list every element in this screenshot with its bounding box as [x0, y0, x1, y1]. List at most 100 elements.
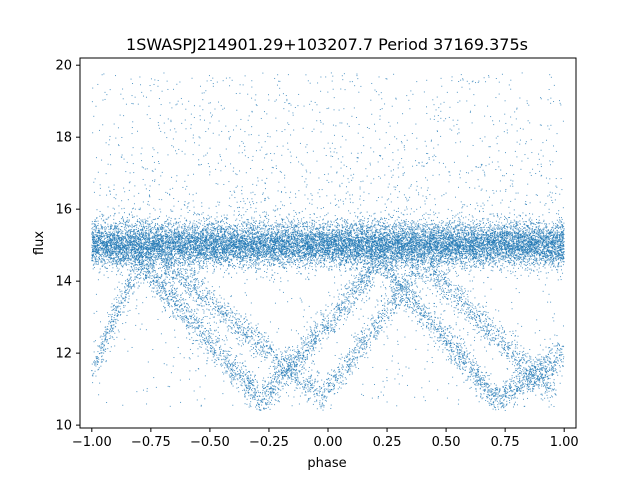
band-point: [546, 254, 548, 256]
band-point: [267, 237, 269, 239]
band-point: [454, 249, 456, 251]
band-point: [495, 243, 497, 245]
band-point: [401, 261, 403, 263]
band-point: [268, 246, 270, 248]
band-point: [288, 221, 290, 223]
band-point: [113, 258, 115, 260]
band-point: [468, 250, 470, 252]
band-point: [279, 266, 281, 268]
band-point: [169, 249, 171, 251]
band-point: [218, 242, 220, 244]
band-point: [251, 242, 253, 244]
band-point: [554, 257, 556, 259]
band-point: [144, 236, 146, 238]
band-point: [281, 236, 283, 238]
band-point: [361, 238, 363, 240]
band-point: [320, 266, 322, 268]
band-point: [318, 255, 320, 257]
band-point: [271, 255, 273, 257]
band-point: [451, 255, 453, 257]
band-point: [99, 240, 101, 242]
band-point: [276, 229, 278, 231]
band-point: [405, 221, 407, 223]
band-point: [209, 245, 211, 247]
band-point: [117, 252, 119, 254]
band-point: [415, 268, 417, 270]
band-point: [389, 252, 391, 254]
band-point: [445, 233, 447, 235]
band-point: [391, 216, 393, 218]
band-point: [137, 227, 139, 229]
band-point: [539, 244, 541, 246]
band-point: [259, 228, 261, 230]
band-point: [348, 258, 350, 260]
band-point: [462, 266, 464, 268]
band-point: [519, 249, 521, 251]
band-point: [291, 238, 293, 240]
band-point: [287, 224, 289, 226]
band-point: [143, 231, 145, 233]
band-point: [183, 234, 185, 236]
band-point: [392, 225, 394, 227]
band-point: [480, 243, 482, 245]
band-point: [238, 234, 240, 236]
band-point: [165, 236, 167, 238]
band-point: [353, 236, 355, 238]
band-point: [225, 221, 227, 223]
band-point: [111, 264, 113, 266]
band-point: [413, 234, 415, 236]
band-point: [114, 238, 116, 240]
band-point: [276, 228, 278, 230]
band-point: [291, 255, 293, 257]
band-point: [552, 250, 554, 252]
band-point: [543, 244, 545, 246]
band-point: [251, 246, 253, 248]
band-point: [510, 273, 512, 275]
band-point: [500, 228, 502, 230]
band-point: [395, 262, 397, 264]
band-point: [482, 253, 484, 255]
band-point: [304, 242, 306, 244]
band-point: [147, 227, 149, 229]
band-point: [167, 242, 169, 244]
band-point: [155, 239, 157, 241]
band-point: [442, 252, 444, 254]
band-point: [197, 260, 199, 262]
band-point: [141, 229, 143, 231]
band-point: [440, 248, 442, 250]
band-point: [492, 247, 494, 249]
band-point: [297, 227, 299, 229]
band-point: [418, 235, 420, 237]
band-point: [303, 237, 305, 239]
band-point: [250, 223, 252, 225]
band-point: [561, 252, 563, 254]
band-point: [323, 227, 325, 229]
band-point: [154, 243, 156, 245]
band-point: [190, 263, 192, 265]
band-point: [228, 239, 230, 241]
band-point: [488, 247, 490, 249]
band-point: [432, 253, 434, 255]
band-point: [298, 244, 300, 246]
band-point: [100, 218, 102, 220]
band-point: [334, 245, 336, 247]
band-point: [374, 246, 376, 248]
band-point: [391, 228, 393, 230]
band-point: [92, 248, 94, 250]
band-point: [161, 244, 163, 246]
band-point: [119, 255, 121, 257]
band-point: [158, 235, 160, 237]
band-point: [336, 266, 338, 268]
band-point: [511, 243, 513, 245]
band-point: [212, 253, 214, 255]
band-point: [501, 242, 503, 244]
band-point: [141, 228, 143, 230]
band-point: [179, 255, 181, 257]
band-point: [351, 233, 352, 235]
band-point: [261, 227, 263, 229]
band-point: [469, 264, 471, 266]
band-point: [142, 249, 144, 251]
band-point: [143, 263, 145, 265]
band-point: [95, 229, 97, 231]
band-point: [463, 235, 465, 237]
